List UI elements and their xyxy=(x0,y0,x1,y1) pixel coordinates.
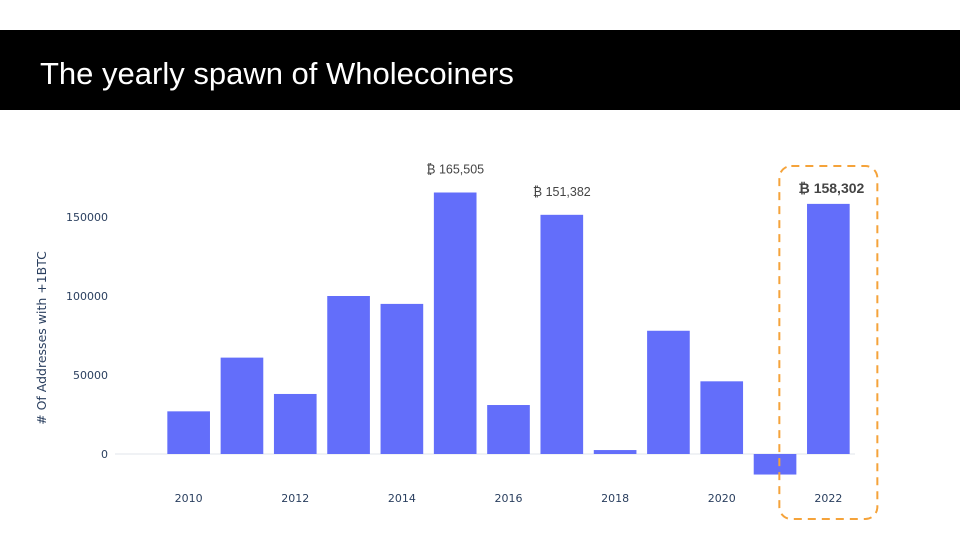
x-tick-label: 2020 xyxy=(708,492,736,505)
x-tick-label: 2012 xyxy=(281,492,309,505)
y-tick-label: 100000 xyxy=(66,290,108,303)
slide-title: The yearly spawn of Wholecoiners xyxy=(40,56,514,91)
bar-2010 xyxy=(167,411,210,454)
bar-2017 xyxy=(540,214,584,454)
x-tick-label: 2018 xyxy=(601,492,629,505)
y-axis-label: # Of Addresses with +1BTC xyxy=(34,251,49,425)
bar-2018 xyxy=(593,450,637,454)
bar-2021 xyxy=(753,454,797,475)
y-tick-label: 50000 xyxy=(73,369,108,382)
bar-2014 xyxy=(380,303,424,454)
y-tick-label: 150000 xyxy=(66,211,108,224)
annotation-2022: ₿ 158,302 xyxy=(798,180,864,196)
annotation-2015: ₿ 165,505 xyxy=(426,163,484,177)
bar-2019 xyxy=(647,330,690,454)
bar-2011 xyxy=(220,357,264,454)
title-bar xyxy=(0,30,960,110)
annotation-2017: ₿ 151,382 xyxy=(533,185,591,199)
bar-2012 xyxy=(273,393,317,454)
bar-2016 xyxy=(487,405,530,454)
x-tick-label: 2016 xyxy=(495,492,523,505)
bar-2013 xyxy=(327,296,370,454)
x-tick-label: 2014 xyxy=(388,492,416,505)
bar-2020 xyxy=(700,381,744,454)
bar-2015 xyxy=(433,192,477,454)
y-tick-label: 0 xyxy=(101,448,108,461)
x-tick-label: 2010 xyxy=(175,492,203,505)
bar-2022 xyxy=(807,203,850,454)
highlight-box-2022 xyxy=(778,165,879,520)
x-tick-label: 2022 xyxy=(814,492,842,505)
